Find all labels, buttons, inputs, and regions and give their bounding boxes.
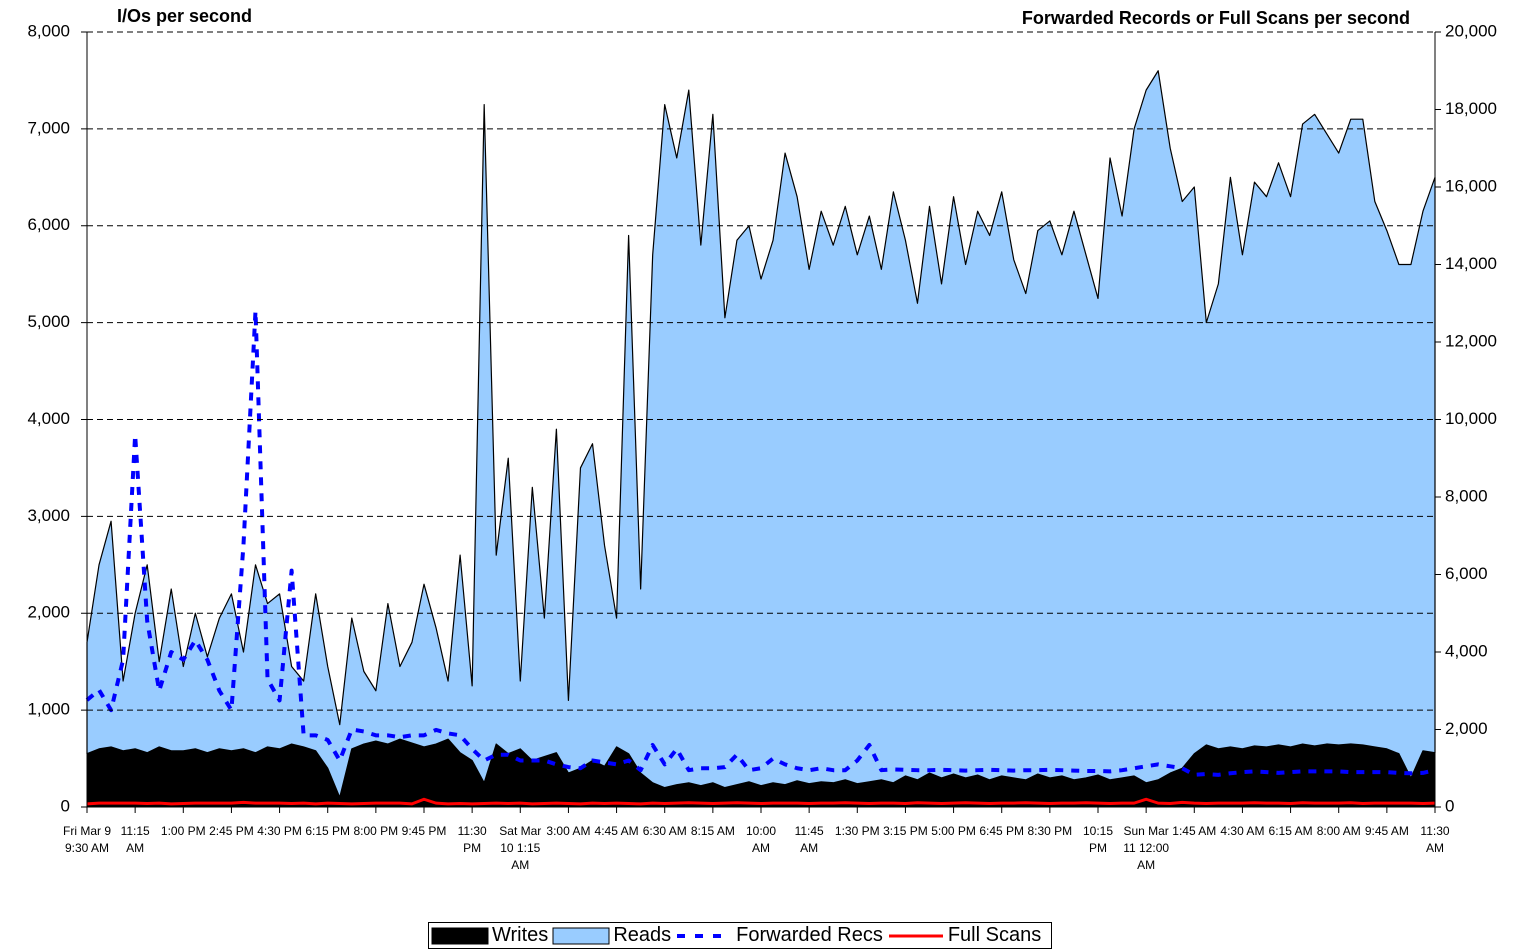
x-tick-label: 6:30 AM xyxy=(642,824,687,838)
y2-tick-label: 2,000 xyxy=(1445,719,1488,738)
y2-tick-label: 10,000 xyxy=(1445,409,1497,428)
x-tick-label: 1:00 PM xyxy=(160,824,206,838)
y-tick-label: 6,000 xyxy=(27,215,70,234)
legend-label: Full Scans xyxy=(947,924,1042,946)
x-tick-label: Sat Mar 10 1:15 AM xyxy=(499,824,542,872)
x-tick-label: 6:15 AM xyxy=(1268,824,1313,838)
legend: Writes Reads Forwarded Recs Full Scans xyxy=(428,922,1053,949)
y-tick-label: 4,000 xyxy=(27,409,70,428)
x-tick-label: 6:45 PM xyxy=(979,824,1025,838)
x-tick-label: 8:30 PM xyxy=(1027,824,1073,838)
legend-label: Writes xyxy=(492,924,549,946)
y-tick-label: 8,000 xyxy=(27,21,70,40)
x-tick-label: 11:15 AM xyxy=(120,824,150,855)
x-tick-label: 11:30 PM xyxy=(457,824,487,855)
y2-tick-label: 12,000 xyxy=(1445,331,1497,350)
y-tick-label: 5,000 xyxy=(27,312,70,331)
y2-tick-label: 6,000 xyxy=(1445,564,1488,583)
x-tick-label: 2:45 PM xyxy=(209,824,254,838)
x-tick-label: 4:30 AM xyxy=(1220,824,1265,838)
x-tick-label: 10:00 AM xyxy=(745,824,777,855)
y2-tick-label: 0 xyxy=(1445,796,1454,815)
x-tick-label: 5:00 PM xyxy=(931,824,976,838)
x-tick-label: 8:15 AM xyxy=(690,824,735,838)
x-tick-label: 9:45 AM xyxy=(1364,824,1409,838)
line xyxy=(86,797,1436,806)
legend-item: Writes xyxy=(431,924,548,947)
y-tick-label: 3,000 xyxy=(27,506,70,525)
x-tick-label: 1:30 PM xyxy=(834,824,880,838)
swatch-box xyxy=(552,927,610,944)
legend-label: Forwarded Recs xyxy=(736,924,883,946)
x-tick-label: 4:45 AM xyxy=(594,824,639,838)
legend-swatch xyxy=(888,934,943,937)
y-axis-title: I/Os per second xyxy=(117,6,252,26)
area xyxy=(86,70,1436,798)
y2-axis-title: Forwarded Records or Full Scans per seco… xyxy=(1022,8,1410,28)
x-tick-label: 10:15 PM xyxy=(1082,824,1114,855)
legend-swatch xyxy=(677,933,732,938)
x-tick-label: 11:45 AM xyxy=(794,824,824,855)
legend-swatch xyxy=(431,927,489,944)
dashed-line xyxy=(85,309,1436,777)
y-tick-label: 2,000 xyxy=(27,603,70,622)
y-tick-label: 1,000 xyxy=(27,700,70,719)
legend-item: Full Scans xyxy=(887,924,1041,947)
y2-tick-label: 14,000 xyxy=(1445,254,1497,273)
x-tick-label: 11:30 AM xyxy=(1420,824,1450,855)
x-tick-label: 8:00 AM xyxy=(1316,824,1361,838)
x-tick-label: 4:30 PM xyxy=(257,824,302,838)
x-tick-label: 3:00 AM xyxy=(546,824,591,838)
x-tick-label: 8:00 PM xyxy=(353,824,399,838)
legend-swatch xyxy=(552,927,610,944)
y2-tick-label: 18,000 xyxy=(1445,99,1497,118)
x-tick-label: Fri Mar 9 9:30 AM xyxy=(63,824,111,855)
x-tick-label: 6:15 PM xyxy=(305,824,351,838)
y2-tick-label: 20,000 xyxy=(1445,21,1497,40)
swatch-box xyxy=(431,927,489,944)
legend-item: Forwarded Recs xyxy=(675,924,883,947)
y-tick-label: 0 xyxy=(61,796,70,815)
legend-item: Reads xyxy=(552,924,671,947)
x-tick-label: 9:45 PM xyxy=(401,824,447,838)
legend-label: Reads xyxy=(613,924,672,946)
x-tick-label: Sun Mar 11 12:00 AM xyxy=(1123,824,1170,872)
y2-tick-label: 8,000 xyxy=(1445,486,1488,505)
plot-area xyxy=(85,70,1436,808)
x-tick-label: 3:15 PM xyxy=(883,824,928,838)
y2-tick-label: 16,000 xyxy=(1445,176,1497,195)
x-tick-label: 1:45 AM xyxy=(1172,824,1217,838)
y-tick-label: 7,000 xyxy=(27,118,70,137)
y2-tick-label: 4,000 xyxy=(1445,641,1488,660)
